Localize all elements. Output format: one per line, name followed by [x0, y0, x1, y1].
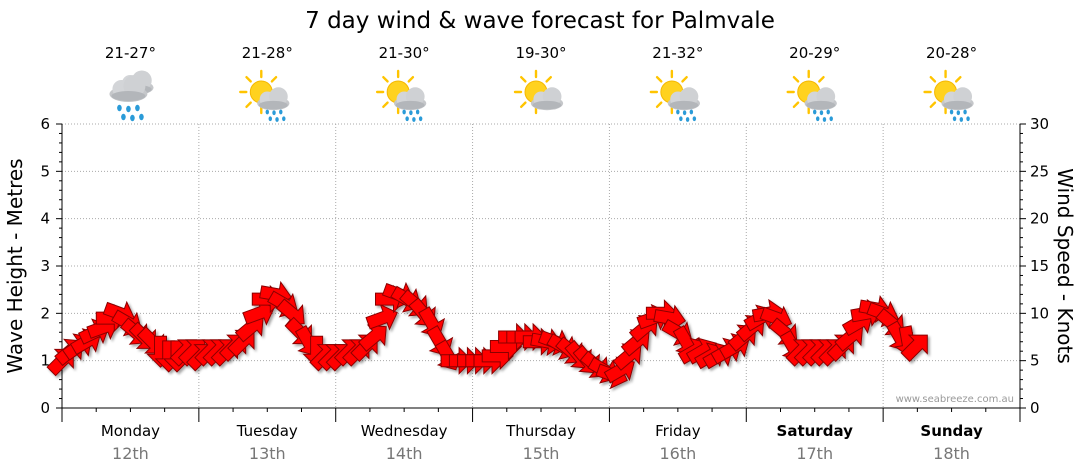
day-date-label: 13th [249, 444, 286, 463]
right-axis-ticks: 0 5 10 15 20 25 30 [1030, 115, 1049, 417]
day-name-label: Monday [101, 422, 160, 440]
wind-arrow-marker [357, 324, 387, 352]
day-name-label: Tuesday [236, 422, 298, 440]
temperature-label: 19-30° [515, 44, 566, 62]
left-tick-label: 2 [40, 304, 50, 322]
right-tick-label: 0 [1030, 399, 1040, 417]
sun-rain-cloud-icon [239, 69, 290, 122]
day-date-label: 14th [386, 444, 423, 463]
x-axis-day-labels: Monday 12th Tuesday 13th Wednesday 14th Thursd… [101, 422, 983, 463]
left-tick-label: 1 [40, 352, 50, 370]
right-tick-label: 15 [1030, 257, 1049, 275]
temperature-label: 20-29° [789, 44, 840, 62]
day-date-label: 18th [933, 444, 970, 463]
chart-axes [56, 123, 1026, 422]
sun-rain-cloud-icon [375, 69, 427, 122]
weather-icons-row [109, 69, 974, 122]
wind-arrow-marker [900, 334, 928, 363]
rain-cloud-icon [109, 70, 154, 122]
sun-rain-cloud-icon [786, 69, 837, 122]
temperature-row: 21-27° 21-28° 21-30° 19-30° 21-32° 20-29° 20-2… [105, 44, 977, 62]
y-axis-label-left: Wave Height - Metres [3, 158, 27, 373]
y-axis-label-right: Wind Speed - Knots [1053, 168, 1077, 364]
day-name-label: Sunday [920, 422, 983, 440]
left-tick-label: 5 [40, 162, 50, 180]
right-tick-label: 10 [1030, 304, 1049, 322]
right-tick-label: 30 [1030, 115, 1049, 133]
left-tick-label: 3 [40, 257, 50, 275]
temperature-label: 20-28° [926, 44, 977, 62]
day-date-label: 12th [112, 444, 149, 463]
day-date-label: 16th [659, 444, 696, 463]
temperature-label: 21-28° [242, 44, 293, 62]
temperature-label: 21-30° [379, 44, 430, 62]
left-tick-label: 4 [40, 210, 50, 228]
chart-title: 7 day wind & wave forecast for Palmvale [305, 8, 775, 34]
sun-cloud-icon [513, 69, 564, 115]
sun-rain-cloud-icon [923, 69, 974, 122]
day-name-label: Saturday [777, 422, 854, 440]
day-date-label: 15th [523, 444, 560, 463]
temperature-label: 21-32° [652, 44, 703, 62]
left-axis-ticks: 0 1 2 3 4 5 6 [40, 115, 50, 417]
day-date-label: 17th [796, 444, 833, 463]
right-tick-label: 20 [1030, 210, 1049, 228]
sun-rain-cloud-icon [649, 69, 701, 122]
watermark: www.seabreeze.com.au [896, 394, 1014, 405]
chart-grid [62, 123, 1020, 408]
wind-series [46, 280, 928, 390]
temperature-label: 21-27° [105, 44, 156, 62]
day-name-label: Thursday [505, 422, 576, 440]
right-tick-label: 25 [1030, 162, 1049, 180]
day-name-label: Wednesday [361, 422, 448, 440]
left-tick-label: 0 [40, 399, 50, 417]
right-tick-label: 5 [1030, 352, 1040, 370]
left-tick-label: 6 [40, 115, 50, 133]
wind-arrow-marker [365, 303, 398, 331]
day-name-label: Friday [655, 422, 701, 440]
